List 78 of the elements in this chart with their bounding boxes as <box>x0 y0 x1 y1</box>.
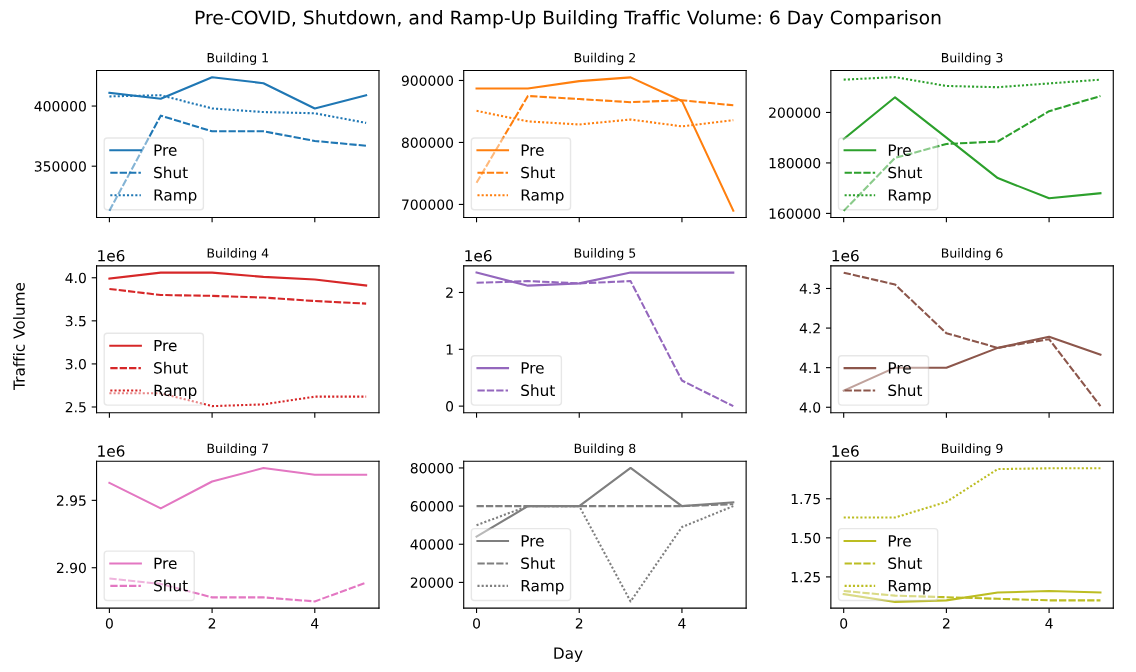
legend-label: Pre <box>521 144 544 156</box>
chart-title: Building 9 <box>941 443 1003 456</box>
y-tick-label: 4.2 <box>799 323 820 334</box>
x-tick-label: 4 <box>678 618 686 629</box>
legend-label: Ramp <box>521 580 564 595</box>
y-tick-label: 1.25 <box>791 571 820 583</box>
y-tick-label: 4.0 <box>799 402 821 413</box>
legend-label: Pre <box>154 339 177 352</box>
chart-title: Building 4 <box>207 248 269 261</box>
y-tick-label: 20000 <box>410 577 454 588</box>
y-tick-label: 2.5 <box>65 401 86 413</box>
y-tick-label: 60000 <box>410 501 454 512</box>
y-tick-label: 1.50 <box>791 532 821 544</box>
chart-title: Building 1 <box>207 52 268 65</box>
y-tick-label: 2 <box>446 287 453 298</box>
text: 1e6 <box>98 249 125 262</box>
y-tick-label: 40000 <box>410 539 454 550</box>
legend-label: Pre <box>888 362 911 374</box>
y-tick-label: 800000 <box>401 137 454 148</box>
x-tick-label: 4 <box>311 618 319 629</box>
y-tick-label: 4.0 <box>65 272 86 284</box>
legend-label: Pre <box>154 557 177 570</box>
y-tick-label: 80000 <box>410 462 454 474</box>
y-tick-label: 350000 <box>34 161 86 172</box>
x-tick-label: 2 <box>208 618 216 629</box>
x-tick-label: 2 <box>575 618 583 629</box>
y-tick-label: 900000 <box>401 75 454 86</box>
chart-title: Building 6 <box>941 248 1003 261</box>
y-tick-label: 200000 <box>769 107 821 118</box>
y-tick-label: 2.90 <box>56 562 86 574</box>
legend-label: Shut <box>521 166 555 179</box>
y-tick-label: 3.0 <box>65 358 86 370</box>
legend-label: Shut <box>521 557 555 570</box>
y-tick-label: 400000 <box>34 101 86 112</box>
chart-title: Building 7 <box>207 443 269 456</box>
y-tick-label: 0 <box>446 401 454 412</box>
y-tick-label: 2.95 <box>56 495 86 506</box>
legend-label: Shut <box>888 384 923 397</box>
legend-label: Pre <box>888 144 911 156</box>
y-tick-label: 3.5 <box>65 315 86 327</box>
legend-label: Pre <box>154 144 177 156</box>
y-tick-label: 700000 <box>402 199 454 210</box>
text: 1e6 <box>832 249 859 262</box>
legend-label: Ramp <box>154 189 197 204</box>
legend-label: Ramp <box>154 384 197 400</box>
x-axis-title: Day <box>554 647 583 662</box>
legend-label: Shut <box>154 579 188 592</box>
chart-title: Building 5 <box>574 248 636 261</box>
text: Pre-COVID, Shutdown, and Ramp-Up Building Traffic Volume: 6 Day Comparison <box>195 10 941 29</box>
y-tick-label: 1 <box>446 344 453 355</box>
x-tick-label: 0 <box>840 618 848 629</box>
y-tick-label: 1.75 <box>791 493 820 505</box>
text: 1e6 <box>465 249 492 262</box>
x-tick-label: 2 <box>942 618 950 629</box>
x-tick-label: 0 <box>105 618 113 629</box>
legend-label: Shut <box>521 384 555 397</box>
legend-label: Shut <box>154 166 188 179</box>
y-tick-label: 4.3 <box>799 283 821 294</box>
legend-label: Shut <box>888 557 923 570</box>
legend-label: Ramp <box>888 580 931 595</box>
y-axis-title: Traffic Volume <box>13 282 25 390</box>
text: 1e6 <box>832 445 859 457</box>
y-tick-label: 180000 <box>769 157 821 169</box>
legend-label: Shut <box>888 166 923 179</box>
text: 1e6 <box>98 445 125 457</box>
y-tick-label: 4.1 <box>799 362 820 373</box>
legend-label: Ramp <box>888 189 931 204</box>
legend-label: Pre <box>521 535 544 547</box>
x-tick-label: 0 <box>473 618 481 629</box>
chart-title: Building 8 <box>574 443 636 456</box>
chart-title: Building 3 <box>941 52 1003 65</box>
legend-label: Ramp <box>521 189 564 204</box>
legend-label: Pre <box>888 535 911 547</box>
legend-label: Shut <box>154 361 188 374</box>
legend-label: Pre <box>521 362 544 374</box>
y-tick-label: 160000 <box>769 208 821 219</box>
chart-title: Building 2 <box>574 52 635 65</box>
x-tick-label: 4 <box>1045 618 1053 629</box>
